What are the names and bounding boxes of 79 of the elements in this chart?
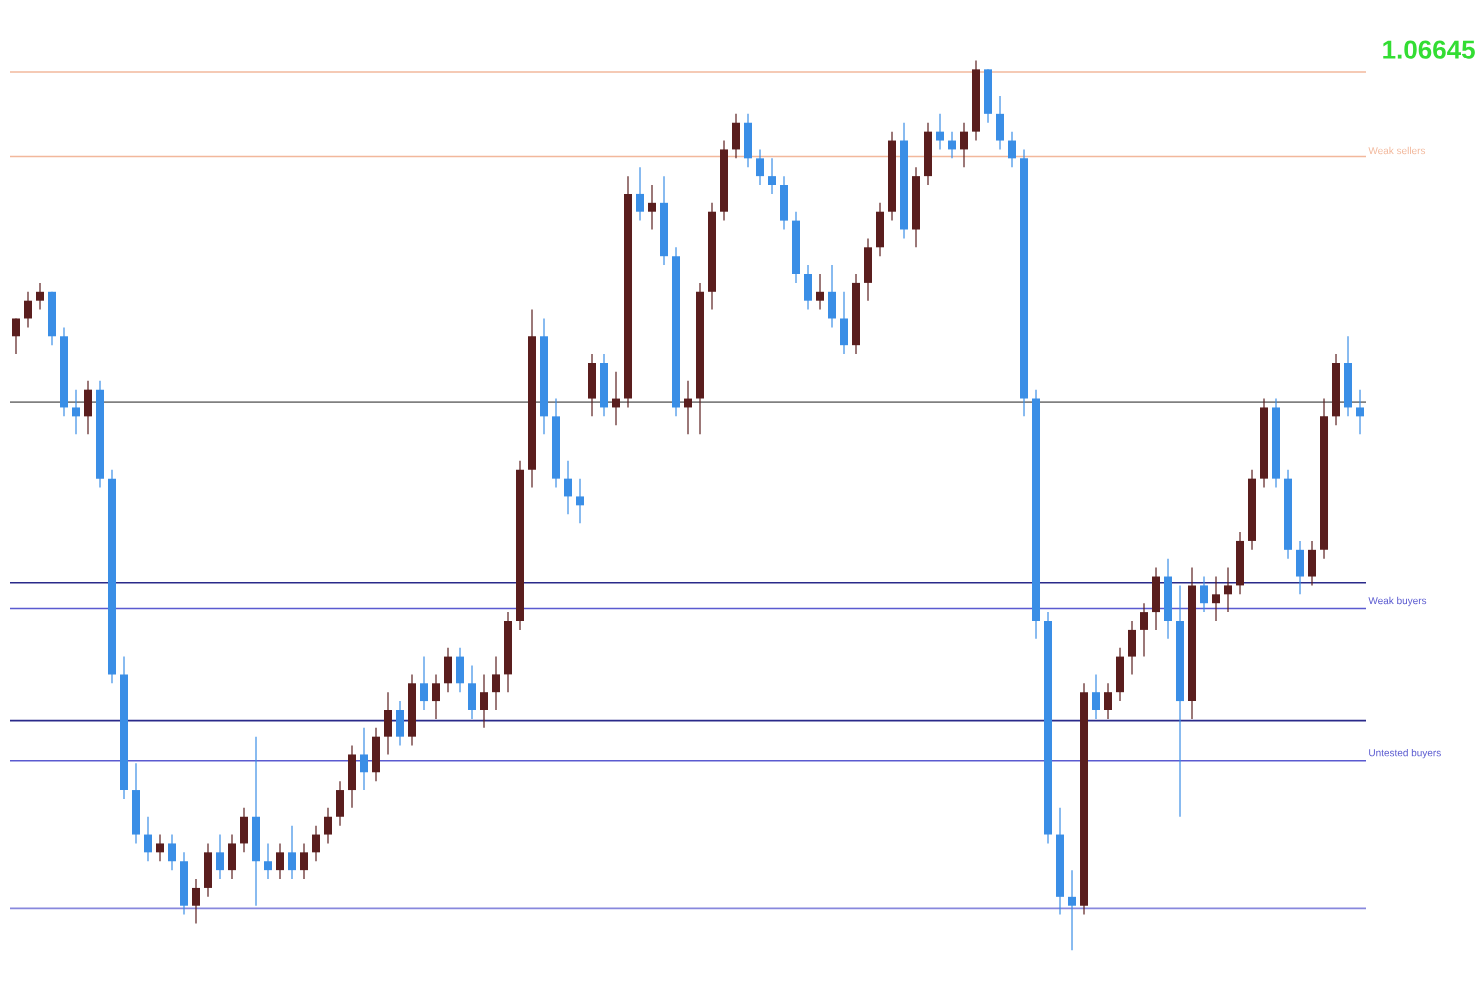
candlestick bbox=[576, 478, 584, 524]
candlestick bbox=[1224, 567, 1233, 613]
candlestick bbox=[684, 380, 693, 435]
candlestick bbox=[732, 113, 740, 159]
candlestick bbox=[1164, 558, 1173, 640]
candlestick bbox=[192, 878, 200, 925]
candlestick bbox=[600, 353, 608, 417]
candlestick bbox=[264, 842, 272, 880]
candlestick bbox=[1068, 869, 1077, 951]
candlestick bbox=[204, 842, 212, 898]
candlestick bbox=[816, 273, 825, 311]
candlestick bbox=[1152, 567, 1161, 631]
candlestick bbox=[216, 833, 224, 880]
candlestick bbox=[1008, 131, 1016, 168]
candlestick bbox=[288, 825, 296, 880]
candlestick bbox=[1356, 389, 1365, 435]
candlestick bbox=[420, 655, 428, 711]
candlestick bbox=[1128, 620, 1137, 675]
candlestick bbox=[1236, 531, 1245, 595]
candlestick bbox=[996, 95, 1005, 151]
candlestick bbox=[132, 762, 140, 845]
candlestick bbox=[564, 460, 572, 515]
candlestick bbox=[648, 184, 656, 231]
candlestick bbox=[1296, 540, 1305, 595]
candlestick bbox=[924, 122, 932, 186]
candlestick bbox=[168, 833, 176, 871]
candlestick bbox=[1200, 575, 1209, 613]
candlestick bbox=[48, 291, 56, 346]
candlestick bbox=[156, 833, 164, 862]
candlestick bbox=[24, 291, 32, 328]
candlestick bbox=[960, 122, 968, 168]
candlestick bbox=[1092, 673, 1100, 720]
candlestick bbox=[36, 282, 44, 311]
candlestick bbox=[300, 842, 308, 880]
candlestick bbox=[588, 353, 597, 417]
candlestick bbox=[756, 148, 765, 186]
candlestick bbox=[768, 157, 777, 195]
candlestick bbox=[948, 131, 957, 159]
candlestick bbox=[72, 389, 80, 435]
candlestick bbox=[84, 380, 92, 435]
candlestick bbox=[444, 647, 452, 693]
candlestick bbox=[612, 371, 620, 426]
candlestick bbox=[372, 727, 380, 782]
candlestick bbox=[636, 166, 645, 222]
candlestick bbox=[384, 691, 392, 756]
candlestick bbox=[804, 264, 813, 311]
candlestick bbox=[240, 807, 248, 853]
candlestick bbox=[144, 816, 152, 862]
candlestick bbox=[780, 175, 788, 231]
candlestick bbox=[828, 264, 836, 328]
candlestick bbox=[1116, 647, 1125, 702]
candlestick bbox=[276, 842, 284, 880]
candlestick bbox=[984, 68, 993, 124]
candlestick bbox=[396, 700, 404, 747]
candlestick bbox=[12, 317, 20, 355]
candlestick bbox=[1140, 602, 1148, 658]
candlestick bbox=[1344, 335, 1353, 417]
candlestick bbox=[744, 113, 752, 168]
candlestick bbox=[348, 744, 356, 809]
candlestick bbox=[228, 833, 236, 880]
candlestick bbox=[312, 825, 320, 862]
candlestick bbox=[180, 851, 188, 916]
candlestick bbox=[492, 655, 500, 711]
candlestick bbox=[864, 237, 873, 302]
candlestick bbox=[468, 664, 476, 720]
candlestick bbox=[252, 736, 260, 907]
candlestick bbox=[456, 647, 465, 693]
candlestick bbox=[432, 673, 440, 720]
candlestick bbox=[936, 113, 945, 151]
text: 1.06645 bbox=[1383, 40, 1475, 59]
candlestick bbox=[480, 673, 488, 729]
candlestick bbox=[336, 780, 344, 827]
candlestick bbox=[876, 202, 884, 257]
candlestick bbox=[1212, 575, 1221, 622]
candlestick bbox=[1308, 540, 1317, 587]
candlestick bbox=[360, 727, 368, 791]
candlestick bbox=[1104, 682, 1113, 720]
candlestick bbox=[324, 807, 333, 845]
candlestick bbox=[840, 291, 848, 355]
